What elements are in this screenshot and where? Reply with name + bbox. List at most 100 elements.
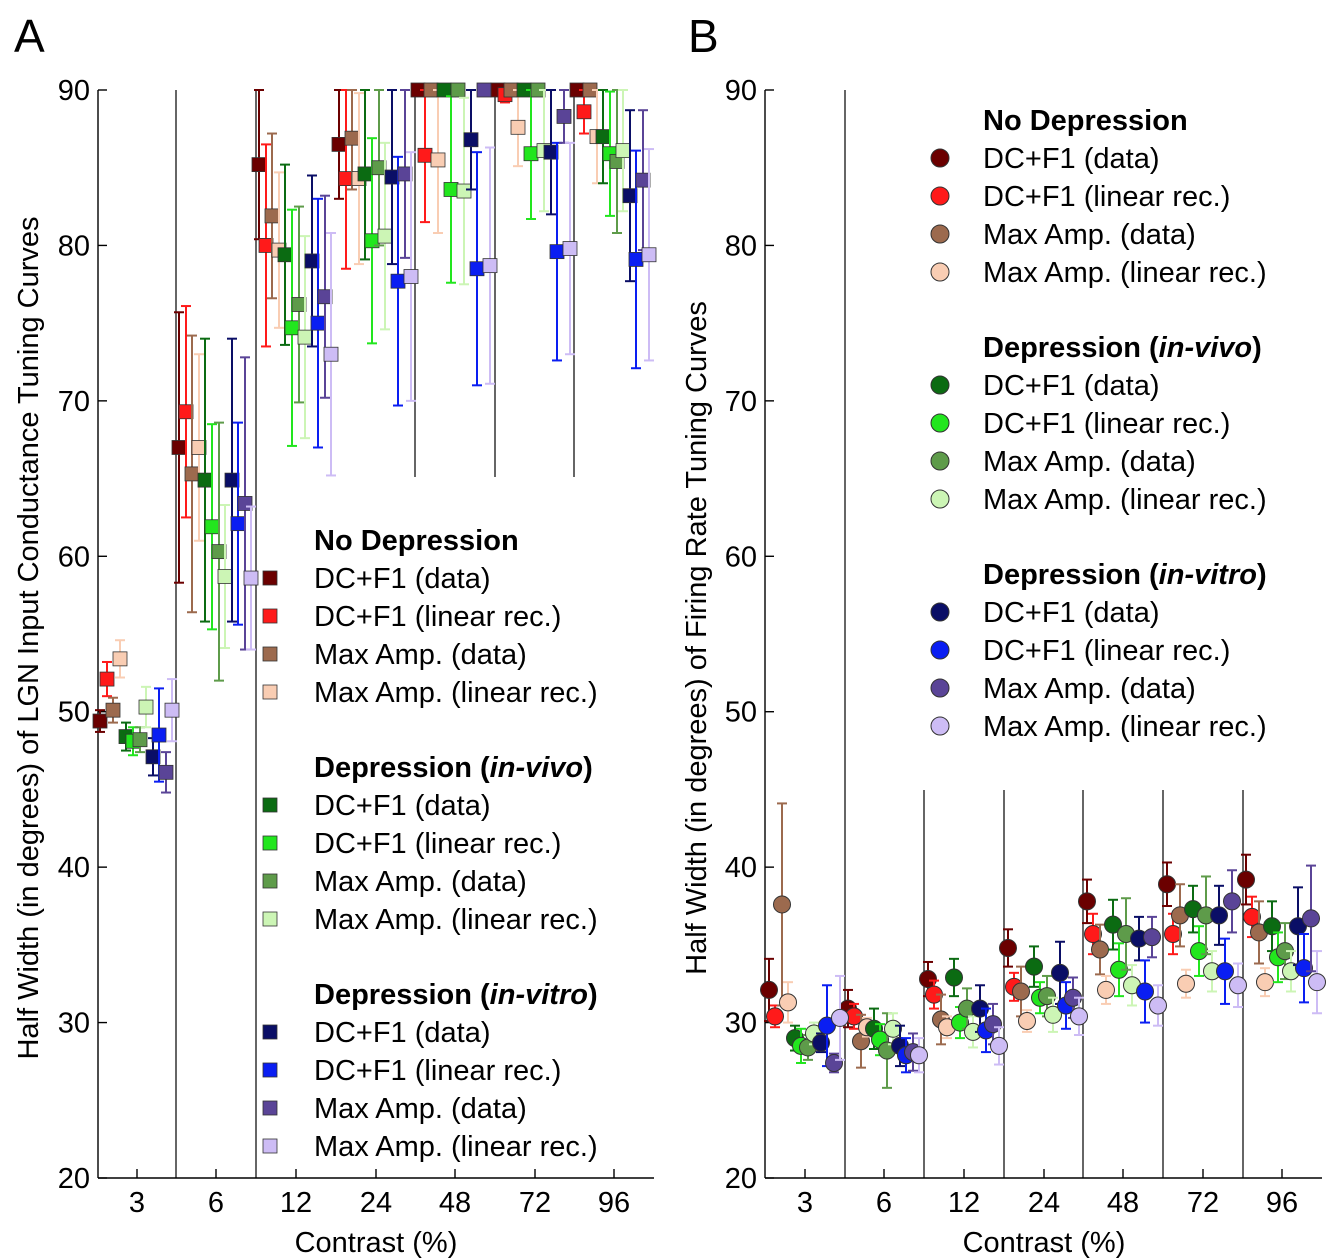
data-point bbox=[310, 315, 326, 331]
data-point bbox=[641, 247, 657, 263]
x-tick-label: 72 bbox=[519, 1187, 551, 1219]
data-point bbox=[158, 764, 174, 780]
panel-b-y-axis-label: Half Width (in degrees) of Firing Rate T… bbox=[681, 301, 713, 975]
data-point bbox=[224, 472, 240, 488]
data-point bbox=[357, 166, 373, 182]
legend-entry-label: DC+F1 (data) bbox=[314, 790, 490, 822]
data-point bbox=[264, 208, 280, 224]
data-point bbox=[237, 496, 253, 511]
y-tick-label: 80 bbox=[725, 230, 757, 262]
x-tick-label: 3 bbox=[129, 1187, 145, 1219]
data-point bbox=[1223, 892, 1241, 911]
y-tick-label: 20 bbox=[58, 1163, 90, 1195]
data-point bbox=[390, 273, 406, 289]
series-11 bbox=[831, 950, 1326, 1074]
legend-marker bbox=[930, 451, 950, 471]
y-tick-label: 70 bbox=[725, 386, 757, 418]
legend-group-title: Depression (in-vitro) bbox=[983, 559, 1267, 591]
legend-marker bbox=[262, 608, 278, 624]
data-point bbox=[476, 82, 492, 98]
data-point bbox=[1237, 870, 1255, 889]
panel-a: A Half Width (in degrees) of LGN Input C… bbox=[13, 10, 657, 1259]
data-point bbox=[622, 188, 638, 204]
series-6 bbox=[132, 82, 625, 754]
y-tick-label: 30 bbox=[725, 1008, 757, 1040]
series-2 bbox=[105, 82, 598, 724]
x-tick-label: 72 bbox=[1187, 1187, 1219, 1219]
legend-marker bbox=[930, 413, 950, 433]
panel-a-x-axis-label: Contrast (%) bbox=[295, 1227, 458, 1259]
data-point bbox=[1243, 907, 1261, 926]
data-point bbox=[1018, 1012, 1036, 1031]
data-point bbox=[1158, 875, 1176, 894]
y-tick-label: 90 bbox=[725, 75, 757, 107]
data-point bbox=[436, 82, 452, 98]
series-9 bbox=[151, 141, 644, 783]
legend-marker bbox=[262, 570, 278, 586]
legend-marker bbox=[930, 678, 950, 698]
data-point bbox=[178, 404, 194, 420]
data-point bbox=[469, 261, 485, 277]
data-point bbox=[251, 157, 267, 173]
data-point bbox=[576, 104, 592, 120]
data-point bbox=[191, 440, 207, 455]
data-point bbox=[1097, 980, 1115, 999]
x-tick-label: 48 bbox=[439, 1187, 471, 1219]
data-point bbox=[1136, 982, 1154, 1001]
data-point bbox=[1038, 987, 1056, 1006]
data-point bbox=[463, 132, 479, 148]
legend-marker bbox=[930, 489, 950, 509]
x-tick-label: 6 bbox=[208, 1187, 224, 1219]
legend-entry-label: DC+F1 (data) bbox=[314, 1017, 490, 1049]
data-point bbox=[344, 130, 360, 146]
panel-a-y-axis-label: Half Width (in degrees) of LGN Input Con… bbox=[13, 216, 45, 1059]
data-point bbox=[990, 1036, 1008, 1055]
data-point bbox=[615, 143, 631, 159]
data-point bbox=[171, 440, 187, 455]
data-point bbox=[910, 1046, 928, 1065]
y-tick-label: 20 bbox=[725, 1163, 757, 1195]
legend-entry-label: DC+F1 (linear rec.) bbox=[314, 828, 561, 860]
data-point bbox=[1263, 917, 1281, 936]
legend-marker bbox=[262, 1024, 278, 1040]
data-point bbox=[99, 671, 115, 687]
data-point bbox=[138, 699, 154, 715]
y-tick-label: 60 bbox=[725, 541, 757, 573]
panel-b: B Half Width (in degrees) of Firing Rate… bbox=[681, 10, 1326, 1259]
data-point bbox=[1044, 1005, 1062, 1024]
y-tick-label: 90 bbox=[58, 75, 90, 107]
legend-entry-label: DC+F1 (linear rec.) bbox=[983, 181, 1230, 213]
legend-marker bbox=[262, 873, 278, 889]
data-point bbox=[766, 1007, 784, 1026]
legend-group-title: No Depression bbox=[314, 525, 519, 557]
data-point bbox=[1229, 976, 1247, 995]
data-point bbox=[1012, 982, 1030, 1001]
data-point bbox=[297, 329, 313, 345]
legend-entry-label: Max Amp. (data) bbox=[314, 639, 527, 671]
y-tick-label: 80 bbox=[58, 230, 90, 262]
legend-entry-label: Max Amp. (linear rec.) bbox=[983, 484, 1267, 516]
data-point bbox=[430, 152, 446, 168]
panel-a-letter: A bbox=[14, 10, 45, 62]
legend-group-title: Depression (in-vitro) bbox=[314, 979, 598, 1011]
legend: No Depression DC+F1 (data) DC+F1 (linear r… bbox=[930, 105, 1267, 743]
data-point bbox=[1308, 973, 1326, 992]
legend-marker bbox=[262, 1062, 278, 1078]
legend-marker bbox=[262, 646, 278, 662]
legend-marker bbox=[262, 835, 278, 851]
data-point bbox=[164, 702, 180, 718]
data-point bbox=[779, 993, 797, 1012]
data-point bbox=[1190, 942, 1208, 961]
data-point bbox=[1302, 909, 1320, 928]
legend-group-title: Depression (in-vivo) bbox=[983, 332, 1262, 364]
data-point bbox=[277, 247, 293, 263]
y-tick-label: 40 bbox=[725, 852, 757, 884]
data-point bbox=[945, 968, 963, 987]
legend-marker bbox=[930, 186, 950, 206]
x-tick-label: 12 bbox=[948, 1187, 980, 1219]
series-8 bbox=[812, 884, 1307, 1068]
data-point bbox=[482, 258, 498, 274]
data-point bbox=[549, 244, 565, 260]
data-point bbox=[773, 895, 791, 914]
